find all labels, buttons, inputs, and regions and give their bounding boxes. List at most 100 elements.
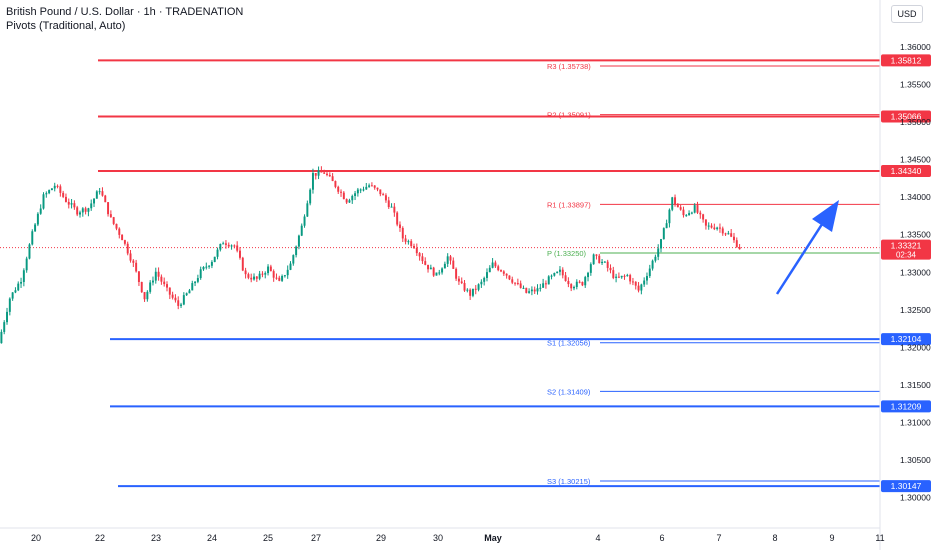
candle-body — [345, 199, 348, 203]
candle-body — [401, 227, 404, 239]
candle-body — [525, 287, 528, 293]
candle-body — [0, 331, 3, 344]
pivot-label: R2 (1.35091) — [547, 111, 591, 120]
candle-body — [314, 173, 317, 176]
pivot-label: S1 (1.32056) — [547, 339, 591, 348]
candle-body — [648, 268, 651, 277]
time-tick-label: 8 — [772, 533, 777, 543]
arrow-shaft[interactable] — [775, 217, 828, 295]
candle-body — [727, 233, 730, 235]
level-price-tag — [881, 110, 931, 123]
candle-body — [654, 256, 657, 261]
candle-body — [320, 170, 323, 173]
candle-body — [704, 219, 707, 226]
candle-body — [101, 191, 104, 196]
time-tick-label: 7 — [716, 533, 721, 543]
candle-body — [443, 263, 446, 269]
candle-body — [95, 191, 98, 199]
currency-button[interactable]: USD — [891, 5, 923, 23]
candle-body — [283, 275, 286, 277]
candle-body — [393, 206, 396, 213]
candle-body — [696, 205, 699, 213]
candle-body — [587, 272, 590, 278]
candle-body — [354, 193, 357, 197]
candle-body — [688, 213, 691, 216]
candle-body — [721, 228, 724, 234]
candle-body — [584, 277, 587, 286]
candle-body — [665, 223, 668, 229]
candle-body — [157, 271, 160, 277]
price-tick-label: 1.36000 — [900, 42, 931, 52]
candle-body — [146, 291, 149, 300]
candle-body — [219, 243, 222, 250]
candle-body — [536, 288, 539, 292]
candle-body — [62, 192, 65, 197]
candle-body — [612, 270, 615, 278]
candle-body — [129, 253, 132, 261]
candle-body — [707, 225, 710, 227]
candle-body — [713, 227, 716, 230]
candle-body — [682, 209, 685, 216]
candle-body — [601, 261, 604, 264]
candle-body — [466, 289, 469, 291]
candle-body — [716, 227, 719, 230]
candle-body — [56, 185, 59, 187]
candle-body — [123, 240, 126, 244]
candle-body — [295, 246, 298, 256]
candle-body — [547, 276, 550, 285]
candle-body — [567, 280, 570, 285]
candle-body — [441, 268, 444, 273]
price-tick-label: 1.35000 — [900, 117, 931, 127]
candle-body — [17, 283, 20, 291]
candle-body — [317, 170, 320, 176]
candle-body — [205, 266, 208, 268]
candle-body — [578, 281, 581, 283]
indicator-label: Pivots (Traditional, Auto) — [6, 20, 126, 32]
candle-body — [500, 270, 502, 272]
candle-body — [617, 276, 620, 278]
candle-body — [104, 195, 107, 203]
candle-body — [98, 191, 101, 193]
candle-body — [253, 276, 255, 280]
candle-body — [558, 269, 561, 272]
candle-body — [286, 269, 289, 276]
arrow-head[interactable] — [812, 200, 839, 232]
candle-body — [45, 193, 48, 195]
candle-body — [620, 275, 623, 278]
candle-body — [626, 275, 629, 277]
candle-body — [519, 283, 522, 288]
candle-body — [334, 181, 337, 187]
candle-body — [615, 276, 618, 278]
candle-body — [118, 228, 121, 235]
candle-body — [589, 264, 592, 273]
candle-body — [356, 189, 359, 194]
candle-body — [126, 243, 129, 254]
candle-body — [651, 260, 654, 269]
candle-body — [342, 192, 345, 200]
time-tick-label: 22 — [95, 533, 105, 543]
chart-title: British Pound / U.S. Dollar · 1h · TRADE… — [6, 6, 244, 18]
candle-body — [623, 275, 626, 277]
candle-body — [174, 297, 177, 301]
candle-body — [213, 256, 216, 262]
candle-body — [28, 244, 31, 259]
level-price-label: 1.31209 — [891, 401, 922, 411]
price-tick-label: 1.33500 — [900, 230, 931, 240]
candle-body — [424, 261, 427, 265]
candle-body — [306, 203, 309, 217]
candle-body — [502, 271, 505, 274]
candle-body — [432, 267, 435, 276]
time-tick-label: May — [484, 533, 502, 543]
candle-body — [269, 266, 272, 272]
candle-body — [469, 289, 472, 296]
candle-body — [81, 208, 84, 213]
candle-body — [542, 283, 545, 288]
level-price-tag — [881, 165, 931, 178]
candle-body — [730, 233, 733, 237]
trend-arrow — [775, 200, 839, 295]
level-price-label: 1.30147 — [891, 481, 922, 491]
candle-body — [373, 185, 376, 188]
candle-body — [674, 197, 677, 205]
candle-body — [6, 311, 8, 323]
